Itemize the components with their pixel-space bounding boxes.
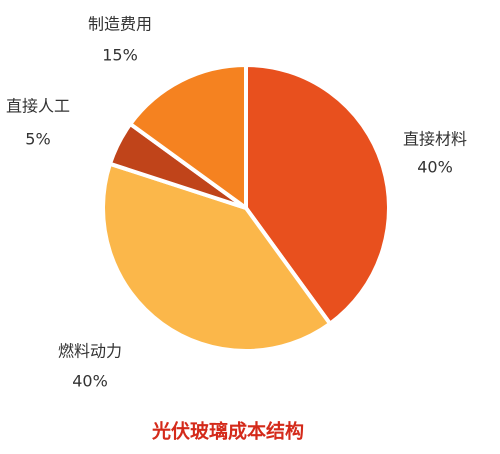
slice-value-label: 40% <box>72 372 108 391</box>
slice-value-label: 15% <box>102 46 138 65</box>
chart-title: 光伏玻璃成本结构 <box>151 420 304 443</box>
pie-slice <box>128 63 248 210</box>
slice-label: 制造费用 <box>88 15 152 34</box>
slice-value-label: 40% <box>417 158 453 177</box>
slice-label: 直接人工 <box>6 97 70 116</box>
pie-slice <box>244 63 391 326</box>
slice-value-label: 5% <box>25 130 50 149</box>
slice-label: 燃料动力 <box>58 342 122 361</box>
slice-label: 直接材料 <box>403 130 467 149</box>
pie-slice <box>101 161 333 353</box>
